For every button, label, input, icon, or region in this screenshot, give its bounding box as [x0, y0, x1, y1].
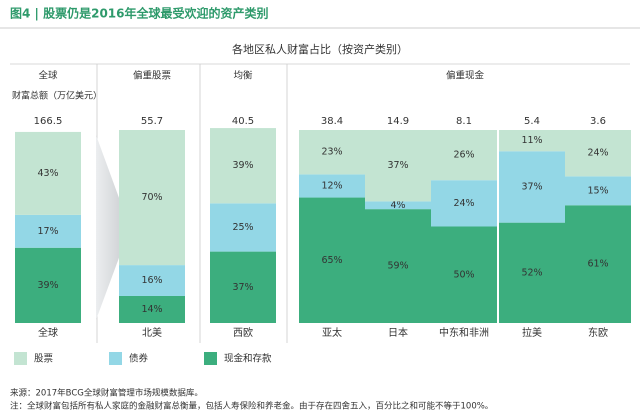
- bar-segment: [119, 130, 185, 266]
- legend-swatch: [109, 352, 122, 365]
- value-label: 23%: [321, 147, 342, 158]
- bar-segment: [119, 295, 185, 323]
- legend-label: 债券: [129, 353, 149, 365]
- value-label: 70%: [141, 192, 162, 203]
- bar-segment: [15, 247, 81, 323]
- value-label: 43%: [37, 168, 58, 179]
- legend-label: 股票: [34, 354, 54, 365]
- value-label: 52%: [521, 267, 542, 278]
- x-tick-label: 东欧: [588, 326, 608, 339]
- note: 注：全球财富包括所有私人家庭的金融财富总衡量，包括人寿保险和养老金。由于存在四舍…: [10, 401, 493, 412]
- bar-segment: [499, 222, 565, 323]
- bar-segment: [119, 265, 185, 296]
- legend-label: 现金和存款: [224, 353, 272, 365]
- x-tick-label: 全球: [38, 326, 58, 339]
- value-label: 24%: [587, 148, 608, 159]
- value-label: 4%: [390, 200, 405, 211]
- total-label: 14.9: [387, 116, 409, 127]
- value-label: 16%: [141, 275, 162, 286]
- value-label: 37%: [232, 282, 253, 293]
- value-label: 25%: [232, 222, 253, 233]
- value-label: 15%: [587, 185, 608, 196]
- group-label: 全球: [38, 70, 58, 82]
- x-tick-label: 西欧: [233, 327, 253, 339]
- value-label: 14%: [141, 304, 162, 315]
- total-label: 3.6: [590, 116, 606, 127]
- value-label: 50%: [453, 269, 474, 280]
- value-label: 37%: [521, 181, 542, 192]
- legend-swatch: [14, 352, 27, 365]
- bar-segment: [499, 130, 565, 152]
- bar-segment: [365, 130, 431, 202]
- bar-segment: [565, 205, 631, 323]
- x-tick-label: 北美: [142, 326, 162, 339]
- value-label: 26%: [453, 150, 474, 161]
- bar-segment: [565, 176, 631, 206]
- source: 来源：2017年BCG全球财富管理市场规模数据库。: [10, 388, 203, 399]
- value-label: 12%: [321, 180, 342, 191]
- total-label: 166.5: [34, 116, 63, 127]
- bar-segment: [210, 251, 276, 323]
- bar-segment: [210, 128, 276, 204]
- bar-segment: [15, 214, 81, 248]
- bar-segment: [365, 209, 431, 323]
- x-tick-label: 拉美: [522, 326, 542, 339]
- value-label: 61%: [587, 259, 608, 270]
- total-label: 8.1: [456, 116, 472, 127]
- value-label: 59%: [387, 261, 408, 272]
- bar-segment: [210, 203, 276, 252]
- bar-segment: [365, 201, 431, 210]
- bar-segment: [565, 130, 631, 177]
- x-tick-label: 日本: [388, 326, 408, 339]
- chart-subtitle: 各地区私人财富占比（按资产类别）: [232, 42, 408, 56]
- x-tick-label: 中东和非洲: [439, 326, 489, 339]
- value-label: 65%: [321, 255, 342, 266]
- total-label: 40.5: [232, 116, 254, 127]
- legend-swatch: [204, 352, 217, 365]
- value-label: 39%: [37, 280, 58, 291]
- value-label: 11%: [521, 135, 542, 146]
- totals-label: 财富总额（万亿美元）: [12, 90, 102, 102]
- total-label: 55.7: [141, 116, 163, 127]
- bar-segment: [499, 151, 565, 223]
- arrow: [96, 135, 130, 320]
- value-label: 24%: [453, 198, 474, 209]
- bar-segment: [299, 130, 365, 175]
- bar-segment: [431, 130, 497, 181]
- value-label: 37%: [387, 160, 408, 171]
- chart-title: 图4 | 股票仍是2016年全球最受欢迎的资产类别: [10, 6, 269, 21]
- value-label: 39%: [232, 160, 253, 171]
- bar-segment: [431, 180, 497, 227]
- total-label: 5.4: [524, 116, 540, 127]
- group-label: 偏重现金: [446, 70, 485, 82]
- x-tick-label: 亚太: [322, 326, 342, 339]
- bar-segment: [299, 174, 365, 198]
- total-label: 38.4: [321, 116, 343, 127]
- bar-segment: [299, 197, 365, 323]
- bar-segment: [15, 131, 81, 215]
- value-label: 17%: [37, 226, 58, 237]
- bar-segment: [431, 226, 497, 323]
- group-label: 均衡: [233, 70, 253, 82]
- group-label: 偏重股票: [133, 70, 172, 82]
